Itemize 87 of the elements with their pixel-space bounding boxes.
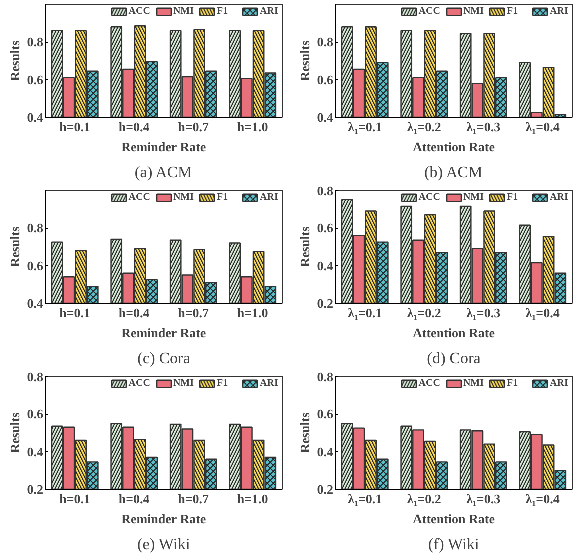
y-tick-label: 0.4 <box>27 110 44 125</box>
x-tick-label: λ₁=0.3 <box>466 120 502 134</box>
x-tick-label: λ₁=0.4 <box>526 120 560 134</box>
x-axis-title: Reminder Rate <box>122 140 206 154</box>
y-tick-label: 0.6 <box>27 258 44 274</box>
y-tick-label: 0.6 <box>317 72 334 88</box>
y-axis-title: Results <box>7 40 22 82</box>
y-tick-label: 0.2 <box>317 296 334 311</box>
legend-label: ARI <box>260 192 280 203</box>
x-tick-label: λ₁=0.3 <box>466 306 502 320</box>
x-tick-label: λ₁=0.2 <box>407 492 442 506</box>
y-tick-label: 0.4 <box>27 296 44 311</box>
text: (c) Cora <box>138 350 190 368</box>
x-tick-label: λ₁=0.2 <box>407 306 442 320</box>
legend-label: ACC <box>418 6 440 17</box>
x-tick-label: λ₁=0.3 <box>466 492 502 506</box>
y-tick-label: 0.8 <box>317 34 334 50</box>
y-tick-label: 0.6 <box>27 72 44 88</box>
x-axis-title: Reminder Rate <box>122 512 206 526</box>
x-tick-label: h=0.4 <box>118 120 150 134</box>
legend-label: ARI <box>550 378 570 389</box>
legend-label: ARI <box>550 192 570 203</box>
legend-label: F1 <box>217 378 230 389</box>
x-tick-label: h=1.0 <box>237 492 268 506</box>
text: (e) Wiki <box>137 536 191 554</box>
y-tick-label: 0.2 <box>317 482 334 497</box>
legend-label: F1 <box>217 6 230 17</box>
x-tick-label: h=0.1 <box>60 306 91 320</box>
y-axis-title: Results <box>7 226 22 268</box>
legend-label: F1 <box>507 378 520 389</box>
legend-label: NMI <box>173 192 194 203</box>
y-tick-label: 0.2 <box>27 482 44 497</box>
x-tick-label: h=0.4 <box>118 492 150 506</box>
y-axis-title: Results <box>297 40 312 82</box>
y-tick-label: 0.6 <box>317 406 334 422</box>
x-tick-label: λ₁=0.1 <box>348 306 382 320</box>
legend-label: ARI <box>260 378 280 389</box>
x-tick-label: h=0.7 <box>178 492 210 506</box>
legend-label: ACC <box>128 6 150 17</box>
y-axis-title: Results <box>7 412 22 454</box>
legend-label: F1 <box>507 6 520 17</box>
y-tick-label: 0.6 <box>27 406 44 422</box>
legend-label: ARI <box>260 6 280 17</box>
x-tick-label: λ₁=0.4 <box>526 492 560 506</box>
legend-label: NMI <box>463 378 484 389</box>
x-tick-label: h=0.4 <box>118 306 150 320</box>
x-tick-label: h=0.1 <box>60 120 91 134</box>
x-tick-label: h=1.0 <box>237 306 268 320</box>
x-tick-label: h=0.7 <box>178 120 210 134</box>
x-axis-title: Attention Rate <box>413 512 496 526</box>
x-axis-title: Reminder Rate <box>122 326 206 340</box>
legend-label: ACC <box>418 192 440 203</box>
x-axis-title: Attention Rate <box>413 326 496 340</box>
legend-label: ACC <box>128 378 150 389</box>
legend-label: ACC <box>418 378 440 389</box>
x-tick-label: λ₁=0.1 <box>348 492 382 506</box>
text: (b) ACM <box>424 164 483 182</box>
legend-label: NMI <box>463 192 484 203</box>
x-tick-label: h=1.0 <box>237 120 268 134</box>
y-tick-label: 0.6 <box>317 220 334 236</box>
legend-label: F1 <box>507 192 520 203</box>
y-tick-label: 0.8 <box>27 370 44 384</box>
text: (f) Wiki <box>428 536 480 554</box>
y-tick-label: 0.8 <box>317 184 334 198</box>
legend-label: NMI <box>173 378 194 389</box>
x-tick-label: λ₁=0.1 <box>348 120 382 134</box>
legend-label: ARI <box>550 6 570 17</box>
x-tick-label: h=0.1 <box>60 492 91 506</box>
y-tick-label: 0.8 <box>27 220 44 236</box>
x-tick-label: h=0.7 <box>178 306 210 320</box>
x-axis-title: Attention Rate <box>413 140 496 154</box>
y-tick-label: 0.4 <box>317 258 334 274</box>
y-tick-label: 0.8 <box>317 370 334 384</box>
legend-label: NMI <box>463 6 484 17</box>
legend-label: ACC <box>128 192 150 203</box>
y-axis-title: Results <box>297 412 312 454</box>
legend-label: NMI <box>173 6 194 17</box>
x-tick-label: λ₁=0.2 <box>407 120 442 134</box>
text: (a) ACM <box>134 164 192 182</box>
legend-label: F1 <box>217 192 230 203</box>
y-axis-title: Results <box>297 226 312 268</box>
text: (d) Cora <box>427 350 481 368</box>
y-tick-label: 0.4 <box>317 110 334 125</box>
y-tick-label: 0.4 <box>317 444 334 460</box>
x-tick-label: λ₁=0.4 <box>526 306 560 320</box>
y-tick-label: 0.8 <box>27 34 44 50</box>
y-tick-label: 0.4 <box>27 444 44 460</box>
